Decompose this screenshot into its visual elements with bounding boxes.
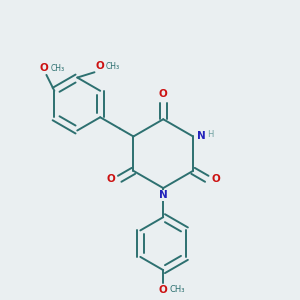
Text: O: O xyxy=(96,61,105,71)
Text: O: O xyxy=(40,63,49,73)
Text: O: O xyxy=(159,89,168,99)
Text: O: O xyxy=(212,174,220,184)
Text: O: O xyxy=(106,174,115,184)
Text: N: N xyxy=(197,131,206,141)
Text: CH₃: CH₃ xyxy=(106,62,120,71)
Text: CH₃: CH₃ xyxy=(169,286,184,295)
Text: H: H xyxy=(207,130,213,139)
Text: O: O xyxy=(159,286,168,296)
Text: N: N xyxy=(159,190,168,200)
Text: CH₃: CH₃ xyxy=(51,64,65,73)
